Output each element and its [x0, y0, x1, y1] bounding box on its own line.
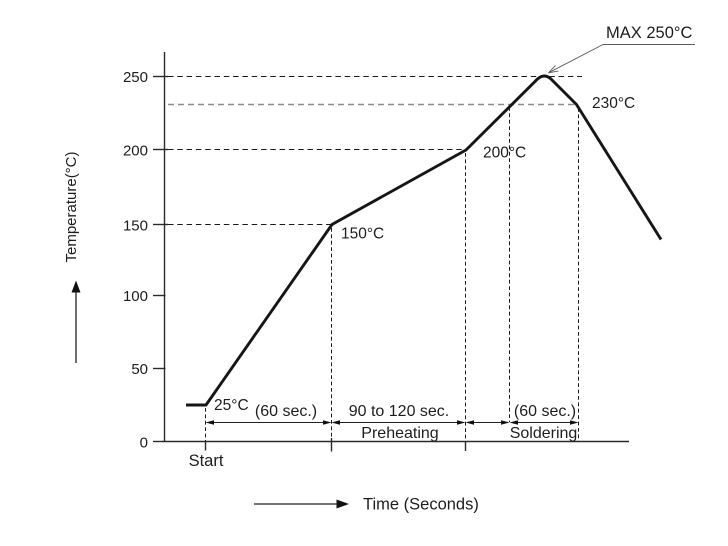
svg-text:150°C: 150°C — [341, 226, 384, 243]
svg-text:200: 200 — [123, 143, 148, 160]
svg-text:Time (Seconds): Time (Seconds) — [363, 496, 479, 514]
svg-text:(60 sec.): (60 sec.) — [514, 403, 576, 420]
svg-text:90 to 120 sec.: 90 to 120 sec. — [349, 403, 450, 420]
svg-text:Preheating: Preheating — [361, 425, 438, 442]
svg-text:MAX 250°C: MAX 250°C — [606, 24, 692, 42]
svg-text:Soldering: Soldering — [510, 425, 578, 442]
svg-text:230°C: 230°C — [592, 95, 635, 112]
svg-text:Start: Start — [189, 452, 224, 470]
svg-text:(60 sec.): (60 sec.) — [255, 403, 317, 420]
svg-text:250: 250 — [123, 69, 148, 86]
svg-text:50: 50 — [131, 361, 148, 378]
svg-text:0: 0 — [140, 434, 148, 451]
svg-text:25°C: 25°C — [214, 397, 249, 414]
svg-text:Temperature(°C): Temperature(°C) — [63, 151, 80, 262]
svg-text:150: 150 — [123, 217, 148, 234]
svg-text:200°C: 200°C — [483, 145, 526, 162]
svg-text:100: 100 — [123, 288, 148, 305]
